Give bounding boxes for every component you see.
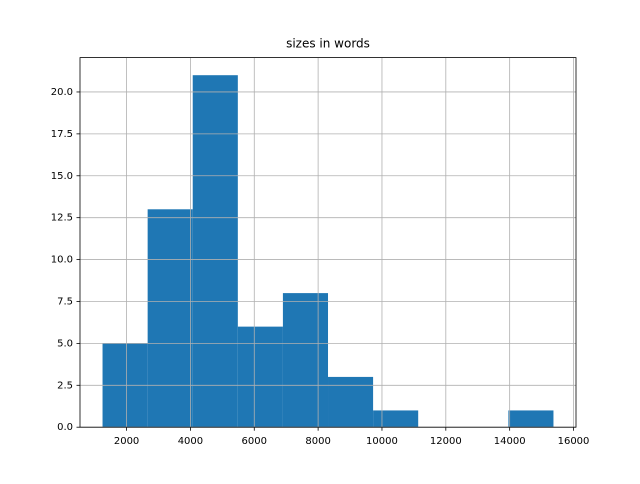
axes-frame [79,57,577,428]
x-tick-label: 8000 [305,436,330,447]
bar [328,376,374,428]
y-tick-label: 17.5 [51,129,73,140]
y-tick-label: 5.0 [57,338,73,349]
x-tick-label: 10000 [366,436,398,447]
y-tick-label: 0.0 [57,422,73,433]
y-tick-label: 15.0 [51,171,73,182]
bar [147,209,193,428]
x-tick-label: 16000 [558,436,590,447]
x-tick-label: 12000 [430,436,462,447]
x-tick-label: 4000 [178,436,203,447]
y-tick-label: 20.0 [51,87,73,98]
bar [508,410,554,428]
bar [373,410,419,428]
bar [192,75,238,428]
y-tick-label: 12.5 [51,213,73,224]
y-tick-label: 10.0 [51,255,73,266]
bar [237,326,283,428]
chart-title: sizes in words [286,37,370,51]
x-tick-label: 14000 [494,436,526,447]
x-tick-label: 2000 [114,436,139,447]
bar [282,293,329,428]
x-tick-label: 6000 [242,436,267,447]
y-tick-label: 7.5 [57,296,73,307]
y-tick-label: 2.5 [57,380,73,391]
